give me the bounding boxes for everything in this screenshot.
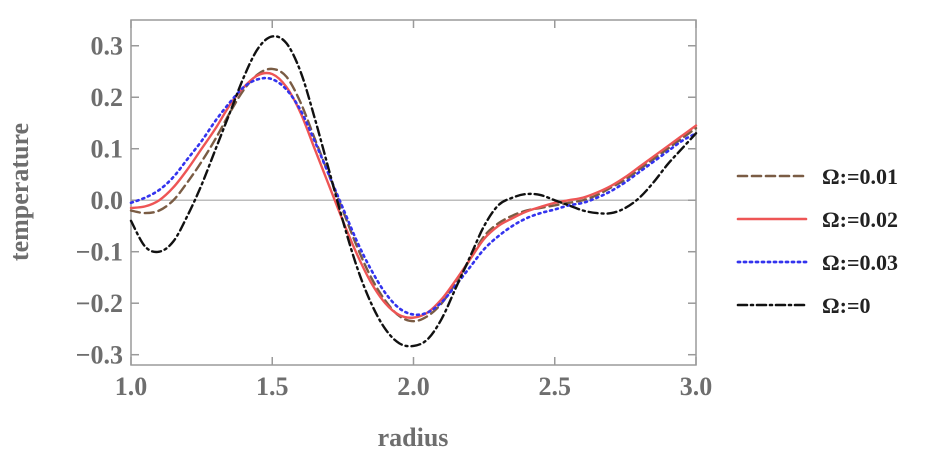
x-axis-title: radius (378, 423, 449, 452)
x-axis-ticks: 1.0 1.5 2.0 2.5 3.0 (115, 20, 713, 401)
series-layer (129, 35, 698, 348)
legend-label: Ω:=0.02 (822, 207, 898, 232)
series-line (129, 76, 698, 317)
x-tick-label: 1.5 (256, 372, 289, 401)
series-line (129, 71, 698, 319)
y-tick-label: −0.1 (76, 238, 123, 267)
plot-frame (130, 19, 697, 366)
y-tick-label: −0.3 (76, 341, 123, 370)
y-tick-label: 0.3 (91, 32, 124, 61)
y-tick-label: 0.2 (91, 83, 124, 112)
legend-label: Ω:=0.03 (822, 250, 898, 275)
x-tick-label: 2.0 (397, 372, 430, 401)
x-tick-label: 1.0 (115, 372, 148, 401)
legend-label: Ω:=0.01 (822, 164, 898, 189)
y-tick-label: 0.1 (91, 135, 124, 164)
legend-label: Ω:=0 (822, 293, 870, 318)
x-tick-label: 2.5 (539, 372, 572, 401)
x-tick-label: 3.0 (680, 372, 713, 401)
y-axis-ticks: −0.3 −0.2 −0.1 0.0 0.1 0.2 0.3 (76, 32, 696, 370)
y-tick-label: −0.2 (76, 289, 123, 318)
y-axis-title: temperature (5, 123, 34, 261)
legend: Ω:=0.01 Ω:=0.02 Ω:=0.03 Ω:=0 (736, 164, 898, 318)
y-tick-label: 0.0 (91, 186, 124, 215)
series-line (129, 35, 698, 348)
